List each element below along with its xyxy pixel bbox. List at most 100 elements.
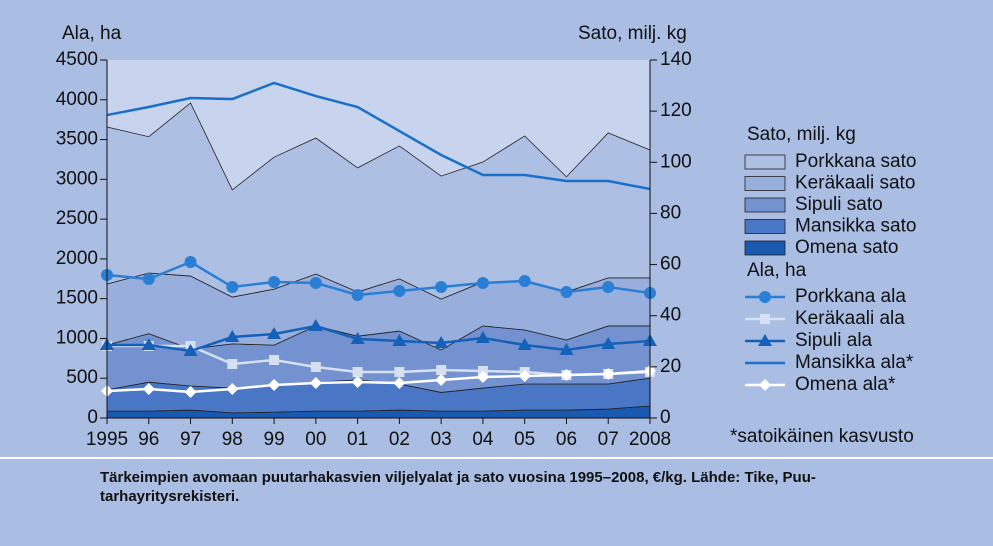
marker bbox=[269, 355, 280, 366]
marker bbox=[142, 382, 155, 395]
marker bbox=[435, 373, 448, 386]
marker bbox=[559, 342, 574, 355]
x-tick-label: 99 bbox=[264, 429, 285, 450]
y2-tick-label: 100 bbox=[660, 151, 692, 172]
marker bbox=[518, 275, 531, 288]
marker bbox=[560, 369, 573, 382]
legend-title: Sato, milj. kg bbox=[747, 124, 856, 145]
marker bbox=[351, 289, 364, 302]
legend-marker bbox=[758, 334, 772, 346]
marker bbox=[476, 276, 489, 289]
legend-label: Keräkaali sato bbox=[795, 173, 915, 194]
marker bbox=[393, 376, 406, 389]
x-tick-label: 05 bbox=[514, 429, 535, 450]
marker bbox=[184, 385, 197, 398]
legend-label: Mansikka sato bbox=[795, 216, 916, 237]
y-tick-label: 3000 bbox=[56, 168, 98, 189]
legend-swatch bbox=[744, 154, 786, 170]
marker bbox=[434, 335, 449, 348]
marker bbox=[602, 368, 615, 381]
marker bbox=[518, 369, 531, 382]
caption: Tärkeimpien avomaan puutarhakasvien vilj… bbox=[100, 469, 816, 486]
marker bbox=[268, 378, 281, 391]
marker bbox=[226, 382, 239, 395]
legend-label: Porkkana sato bbox=[795, 151, 916, 172]
marker bbox=[476, 371, 489, 384]
marker bbox=[352, 367, 363, 378]
x-tick-label: 04 bbox=[472, 429, 494, 450]
marker bbox=[309, 276, 322, 289]
marker bbox=[392, 333, 407, 346]
x-tick-label: 97 bbox=[180, 429, 201, 450]
legend-label: Sipuli sato bbox=[795, 194, 883, 215]
legend-marker bbox=[759, 379, 771, 391]
marker bbox=[142, 273, 155, 286]
marker bbox=[350, 332, 365, 345]
y-tick-label: 2500 bbox=[56, 208, 98, 229]
legend-swatch bbox=[744, 197, 786, 213]
marker bbox=[308, 319, 323, 332]
marker bbox=[268, 276, 281, 289]
legend-marker bbox=[760, 314, 770, 324]
marker bbox=[477, 365, 488, 376]
footnote: *satoikäinen kasvusto bbox=[730, 426, 914, 447]
marker bbox=[226, 280, 239, 293]
legend-label: Mansikka ala* bbox=[795, 352, 914, 373]
marker bbox=[184, 255, 197, 268]
marker bbox=[560, 285, 573, 298]
y-tick-label: 3500 bbox=[56, 129, 98, 150]
y-tick-label: 1500 bbox=[56, 288, 98, 309]
y2-tick-label: 80 bbox=[660, 202, 681, 223]
marker bbox=[227, 358, 238, 369]
legend-label: Omena sato bbox=[795, 237, 899, 258]
legend-label: Omena ala* bbox=[795, 374, 896, 395]
marker bbox=[310, 362, 321, 373]
marker bbox=[601, 337, 616, 350]
y-tick-label: 0 bbox=[87, 407, 98, 428]
x-tick-label: 96 bbox=[138, 429, 159, 450]
y-tick-label: 1000 bbox=[56, 327, 98, 348]
legend-title: Ala, ha bbox=[747, 260, 807, 281]
line bbox=[107, 324, 651, 353]
marker bbox=[309, 376, 322, 389]
x-tick-label: 98 bbox=[222, 429, 243, 450]
y2-tick-label: 140 bbox=[660, 49, 692, 70]
marker bbox=[183, 344, 198, 357]
legend-swatch bbox=[744, 219, 786, 234]
marker bbox=[225, 330, 240, 343]
x-tick-label: 2008 bbox=[629, 429, 671, 450]
y-tick-label: 2000 bbox=[56, 248, 98, 269]
y2-tick-label: 60 bbox=[660, 254, 681, 275]
x-tick-label: 02 bbox=[389, 429, 410, 450]
legend-swatch bbox=[744, 240, 786, 256]
marker bbox=[436, 365, 447, 376]
marker bbox=[602, 280, 615, 293]
marker bbox=[351, 376, 364, 389]
line bbox=[106, 369, 651, 394]
line bbox=[106, 260, 651, 297]
y-tick-label: 4500 bbox=[56, 49, 98, 70]
marker bbox=[267, 326, 282, 339]
legend-marker bbox=[759, 291, 771, 303]
marker bbox=[141, 337, 156, 350]
marker bbox=[475, 330, 490, 343]
caption: tarhayritysrekisteri. bbox=[100, 488, 239, 505]
x-tick-label: 06 bbox=[556, 429, 577, 450]
x-tick-label: 03 bbox=[431, 429, 452, 450]
legend-label: Sipuli ala bbox=[795, 330, 873, 351]
legend-label: Keräkaali ala bbox=[795, 308, 905, 329]
y-tick-label: 500 bbox=[66, 367, 98, 388]
x-tick-label: 1995 bbox=[86, 429, 128, 450]
y-axis-title: Ala, ha bbox=[62, 23, 122, 44]
y-tick-label: 4000 bbox=[56, 89, 98, 110]
marker bbox=[517, 337, 532, 350]
x-tick-label: 07 bbox=[598, 429, 619, 450]
y2-axis-title: Sato, milj. kg bbox=[578, 23, 687, 44]
line bbox=[106, 81, 651, 191]
legend-swatch bbox=[744, 176, 786, 191]
y2-tick-label: 120 bbox=[660, 100, 692, 121]
marker bbox=[394, 367, 405, 378]
y2-tick-label: 0 bbox=[660, 407, 671, 428]
x-tick-label: 00 bbox=[305, 429, 326, 450]
